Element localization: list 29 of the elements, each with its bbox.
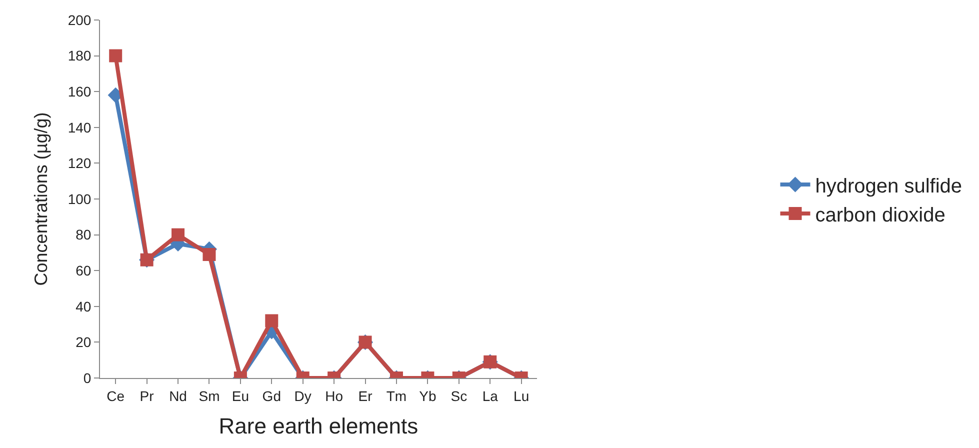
y-tick-label: 20 <box>76 334 92 350</box>
x-tick-label: Pr <box>140 388 154 404</box>
x-tick-label: Lu <box>514 388 530 404</box>
y-tick-label: 100 <box>68 190 92 207</box>
legend-label: hydrogen sulfide <box>815 175 962 198</box>
x-tick-label: Sm <box>198 388 220 404</box>
y-tick-label: 0 <box>83 370 92 386</box>
x-tick-label: Dy <box>294 388 312 404</box>
x-tick-label: Er <box>358 388 373 404</box>
y-axis-title: Concentrations (µg/g) <box>31 112 52 286</box>
x-tick-label: Yb <box>419 388 436 404</box>
y-tick-label: 160 <box>68 84 92 100</box>
x-axis-title: Rare earth elements <box>218 414 418 439</box>
x-tick-label: Ho <box>325 388 344 404</box>
y-tick-label: 80 <box>76 226 92 243</box>
x-tick-label: Gd <box>262 388 281 404</box>
y-tick-label: 200 <box>68 12 92 28</box>
y-tick-label: 140 <box>68 119 92 136</box>
y-tick-label: 40 <box>76 298 92 314</box>
y-tick-label: 120 <box>68 155 92 172</box>
y-tick-label: 60 <box>76 262 92 278</box>
y-tick-label: 180 <box>68 48 92 64</box>
x-tick-label: Ce <box>106 388 125 404</box>
x-tick-label: Tm <box>386 388 407 404</box>
x-tick-label: Sc <box>450 388 468 404</box>
x-tick-label: La <box>482 388 498 404</box>
x-tick-label: Eu <box>232 388 250 404</box>
legend-label: carbon dioxide <box>815 204 946 226</box>
x-tick-label: Nd <box>169 388 187 404</box>
